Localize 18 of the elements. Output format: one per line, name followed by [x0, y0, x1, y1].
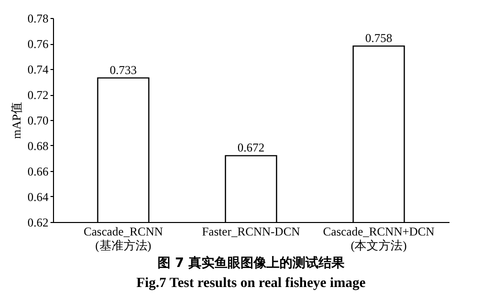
y-tick-label: 0.74	[28, 62, 48, 76]
text: 图 7 真实鱼眼图像上的测试结果	[157, 255, 346, 271]
y-tick-label: 0.78	[28, 12, 48, 26]
x-tick-label: Cascade_RCNN (基准方法)	[84, 224, 164, 252]
y-axis-title: mAP值	[10, 102, 24, 139]
y-tick-label: 0.64	[28, 190, 48, 204]
text: Fig.7 Test results on real fisheye image	[136, 276, 366, 291]
x-tick-label: Cascade_RCNN+DCN (本文方法)	[323, 224, 435, 252]
data-label: 0.672	[238, 140, 264, 155]
data-label: 0.758	[365, 31, 392, 46]
y-tick-label: 0.62	[28, 216, 48, 230]
x-tick-label: Faster_RCNN-DCN	[202, 224, 300, 238]
y-tick-label: 0.72	[28, 88, 48, 102]
data-label: 0.733	[110, 62, 137, 77]
y-tick-label: 0.76	[28, 37, 48, 51]
y-tick-label: 0.70	[28, 114, 48, 128]
y-tick-label: 0.66	[28, 164, 48, 178]
y-tick-label: 0.68	[28, 139, 48, 153]
